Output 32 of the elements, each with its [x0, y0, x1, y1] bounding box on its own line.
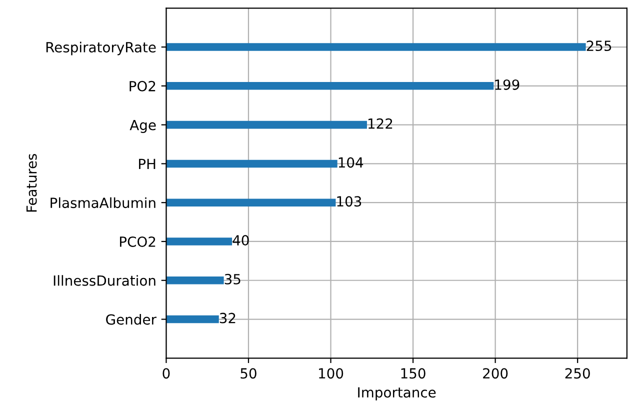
x-tick-label: 250 [565, 368, 590, 379]
bar [166, 82, 494, 90]
y-tick-label: PH [139, 158, 156, 169]
bar [166, 43, 586, 51]
x-tick-label: 100 [319, 368, 344, 379]
x-tick-label: 0 [162, 368, 170, 379]
bar [166, 238, 232, 246]
x-tick-label: 200 [483, 368, 508, 379]
bar [166, 160, 338, 168]
data-label: 104 [338, 157, 364, 168]
data-label: 32 [220, 312, 236, 324]
bar [166, 198, 336, 206]
data-label: 199 [495, 79, 520, 90]
data-label: 35 [224, 274, 240, 284]
y-tick-label: Gender [106, 314, 156, 325]
y-tick-label: PO2 [130, 80, 156, 92]
y-tick-label: Age [130, 120, 156, 133]
y-tick-label: RespiratoryRate [46, 42, 156, 56]
x-axis-title: Importance [358, 387, 436, 400]
data-label: 255 [586, 40, 612, 52]
bar [166, 276, 224, 284]
bar [166, 120, 367, 129]
y-tick-label: PCO2 [120, 236, 156, 247]
x-tick-label: 150 [401, 368, 426, 379]
y-axis-title: Features [26, 154, 37, 212]
data-label: 40 [232, 235, 249, 246]
data-label: 122 [368, 118, 392, 129]
y-tick-label: PlasmaAlbumin [50, 197, 156, 208]
y-tick-label: IllnessDuration [54, 275, 156, 286]
bar [166, 315, 219, 324]
data-label: 103 [337, 196, 362, 207]
x-tick-label: 50 [240, 368, 256, 379]
